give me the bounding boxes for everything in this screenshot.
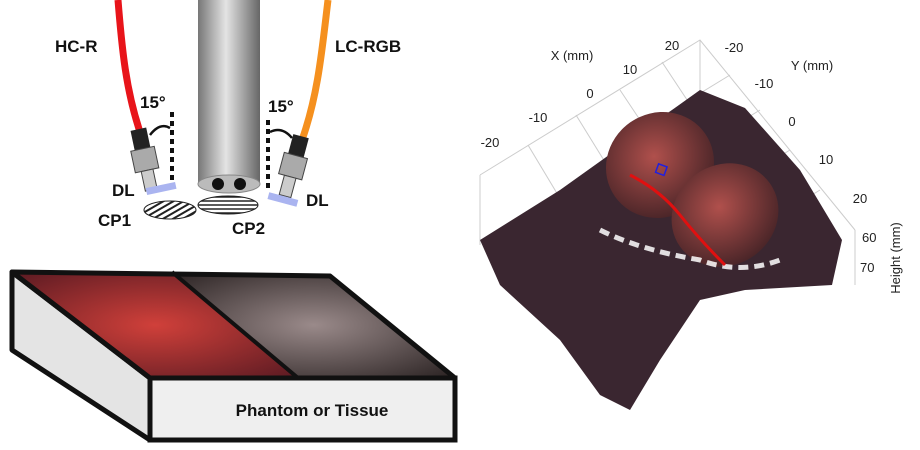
diffuser bbox=[267, 192, 299, 207]
setup-diagram: HC-R LC-RGB 15° 15° DL DL CP1 CP2 Phanto… bbox=[9, 0, 458, 443]
tick-label: 10 bbox=[623, 62, 637, 77]
diffuser bbox=[145, 181, 177, 196]
polarizer bbox=[197, 195, 259, 215]
label: DL bbox=[112, 181, 135, 200]
fiber bbox=[114, 0, 144, 134]
fiber bbox=[298, 0, 332, 142]
surface-plot: X (mm) Y (mm) Height (mm) 20 10 0 -10 -2… bbox=[479, 38, 903, 410]
label: CP1 bbox=[98, 211, 131, 230]
connector bbox=[277, 134, 309, 199]
label: 15° bbox=[268, 97, 294, 116]
label: CP2 bbox=[232, 219, 265, 238]
tick-label: -20 bbox=[725, 40, 744, 55]
label: HC-R bbox=[55, 37, 98, 56]
axis-label: Height (mm) bbox=[888, 222, 903, 294]
label: Phantom or Tissue bbox=[236, 401, 389, 420]
tick-label: -20 bbox=[481, 135, 500, 150]
tick-label: 0 bbox=[788, 114, 795, 129]
polarizer bbox=[143, 200, 197, 220]
tick-label: 70 bbox=[860, 260, 874, 275]
tick-label: 20 bbox=[665, 38, 679, 53]
tick-label: -10 bbox=[529, 110, 548, 125]
probe bbox=[198, 0, 260, 185]
tick-label: 60 bbox=[862, 230, 876, 245]
axis-label: X (mm) bbox=[551, 48, 594, 63]
tick-label: 10 bbox=[819, 152, 833, 167]
connector bbox=[130, 127, 160, 192]
label: LC-RGB bbox=[335, 37, 401, 56]
tick-label: -10 bbox=[755, 76, 774, 91]
label: DL bbox=[306, 191, 329, 210]
axis-label: Y (mm) bbox=[791, 58, 833, 73]
tick-label: 20 bbox=[853, 191, 867, 206]
tick-label: 0 bbox=[586, 86, 593, 101]
label: 15° bbox=[140, 93, 166, 112]
